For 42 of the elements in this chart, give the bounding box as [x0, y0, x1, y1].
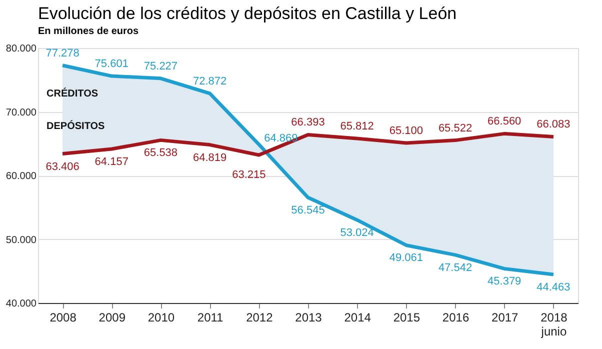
data-label: 64.157 — [94, 156, 128, 168]
x-tick-label: 2009 — [98, 310, 126, 324]
data-label: 64.819 — [192, 152, 227, 164]
chart-title: Evolución de los créditos y depósitos en Castilla y León — [38, 4, 457, 23]
series-label: DEPÓSITOS — [46, 120, 106, 132]
data-label: 72.872 — [192, 75, 227, 88]
data-label: 63.406 — [46, 160, 80, 173]
y-tick-label: 70.000 — [6, 107, 37, 118]
data-label: 64.869 — [264, 132, 298, 144]
x-tick-label: 2011 — [197, 310, 224, 324]
data-label: 65.522 — [438, 122, 472, 134]
x-tick-label: 2010 — [148, 310, 175, 324]
data-label: 49.061 — [389, 252, 424, 264]
data-label: 65.538 — [144, 147, 178, 160]
data-label: 47.542 — [438, 262, 472, 274]
x-tick-label: 2018 junio — [540, 310, 568, 338]
y-tick-label: 50.000 — [6, 234, 37, 246]
data-label: 75.227 — [144, 60, 178, 72]
x-tick-label: 2013 — [295, 310, 322, 324]
data-label: 66.393 — [291, 116, 325, 129]
x-tick-label: 2008 — [50, 310, 77, 324]
x-tick-label: 2012 — [246, 310, 274, 324]
data-label: 75.601 — [94, 58, 128, 70]
data-label: 65.812 — [340, 120, 374, 132]
x-tick-label: 2017 — [492, 310, 519, 324]
y-tick-label: 40.000 — [6, 298, 37, 310]
data-label: 56.545 — [291, 204, 325, 217]
y-tick-label: 80.000 — [6, 44, 37, 54]
data-label: 63.215 — [232, 169, 266, 182]
data-label: 66.560 — [488, 116, 522, 128]
data-label: 77.278 — [46, 47, 80, 60]
x-tick-label: 2016 — [442, 310, 470, 324]
x-tick-label: 2014 — [344, 310, 372, 324]
y-tick-label: 60.000 — [6, 171, 37, 182]
data-label: 45.379 — [488, 276, 522, 288]
chart-subtitle: En millones de euros — [38, 26, 140, 37]
data-label: 66.083 — [536, 118, 570, 131]
data-label: 65.100 — [389, 124, 424, 137]
series-label: CRÉDITOS — [46, 87, 98, 100]
data-label: 44.463 — [536, 282, 570, 294]
data-label: 53.024 — [340, 226, 374, 239]
x-tick-label: 2015 — [393, 310, 420, 324]
